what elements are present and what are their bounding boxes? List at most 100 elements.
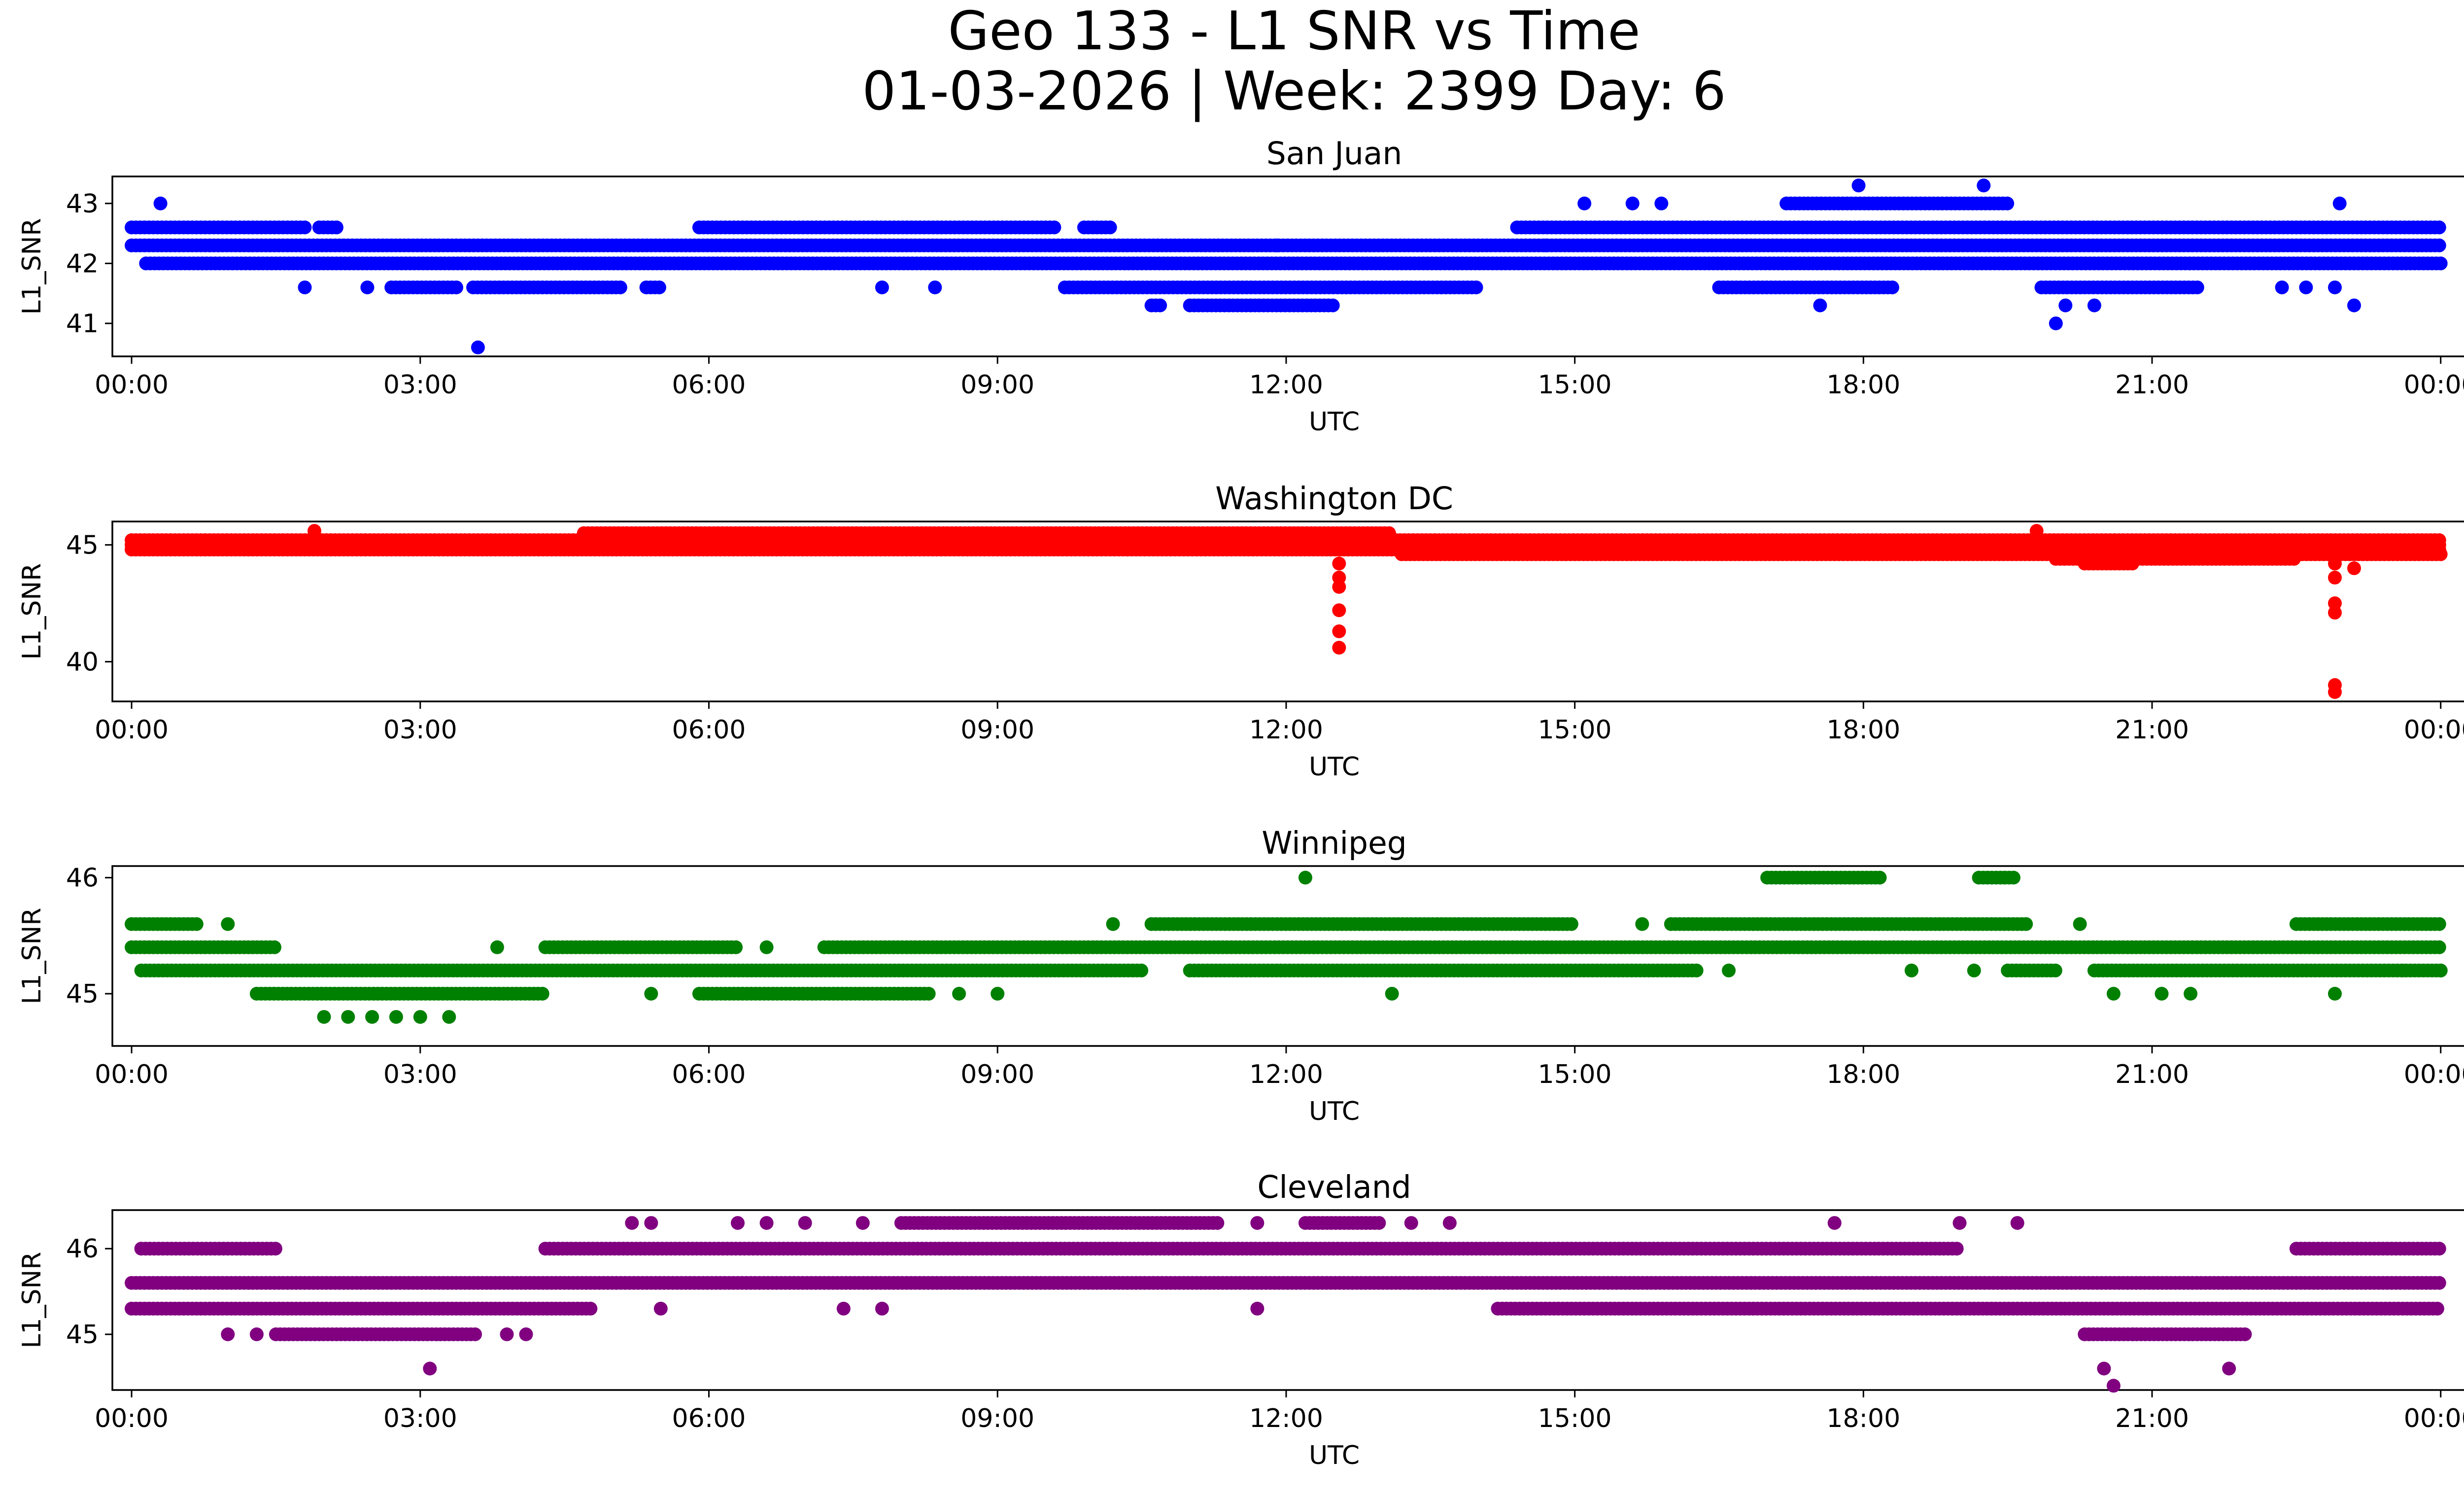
chart-0-point bbox=[1977, 178, 1991, 193]
chart-0-point bbox=[1885, 280, 1899, 295]
chart-2-point bbox=[189, 917, 204, 931]
chart-0-x-tick-label: 21:00 bbox=[2115, 370, 2189, 400]
chart-1-x-tick-label: 15:00 bbox=[1538, 715, 1612, 745]
chart-2-point bbox=[268, 940, 281, 954]
chart-0-y-tick-label: 43 bbox=[66, 189, 99, 219]
chart-1-y-label: L1_SNR bbox=[17, 563, 47, 660]
panel-washington-dc: Washington DC 00:00 03:00 06:00 09:00 12:00 15… bbox=[17, 481, 2464, 782]
chart-0-y-tick-label: 42 bbox=[66, 249, 99, 278]
chart-1-point bbox=[2328, 556, 2342, 571]
figure-title-line-2: 01-03-2026 | Week: 2399 Day: 6 bbox=[862, 61, 1726, 122]
chart-1-point bbox=[1332, 641, 1346, 655]
chart-0-x-tick-label: 15:00 bbox=[1538, 370, 1612, 400]
chart-1-point bbox=[1332, 603, 1346, 618]
chart-0-point bbox=[2087, 298, 2101, 313]
chart-1-x-tick-label: 03:00 bbox=[383, 715, 457, 745]
chart-0-point bbox=[2328, 280, 2342, 295]
chart-1-y-tick-label: 40 bbox=[66, 647, 99, 677]
chart-1-point bbox=[2125, 556, 2139, 571]
chart-0-point bbox=[1813, 298, 1827, 313]
chart-0-x-tick-label: 12:00 bbox=[1249, 370, 1323, 400]
chart-0-x-tick-label: 00:00 bbox=[2404, 370, 2464, 400]
chart-0-point bbox=[652, 280, 666, 295]
chart-0-point bbox=[329, 220, 343, 235]
chart-0-point bbox=[875, 280, 889, 295]
chart-0-points bbox=[125, 178, 2448, 354]
chart-1-x-tick-label: 09:00 bbox=[960, 715, 1034, 745]
chart-2-point bbox=[2432, 917, 2446, 931]
chart-0-point bbox=[2332, 196, 2347, 210]
chart-1-title: Washington DC bbox=[1215, 481, 1453, 517]
chart-0-point bbox=[1625, 196, 1640, 210]
chart-2-point bbox=[2048, 963, 2062, 977]
chart-0-y-label: L1_SNR bbox=[17, 218, 47, 314]
chart-0-point bbox=[2347, 298, 2361, 313]
chart-1-x-tick-label: 06:00 bbox=[672, 715, 746, 745]
chart-0-point bbox=[449, 280, 463, 295]
chart-0-point bbox=[928, 280, 942, 295]
chart-0-point bbox=[1577, 196, 1592, 210]
chart-0-point bbox=[2275, 280, 2289, 295]
chart-0-point bbox=[2432, 238, 2446, 252]
chart-1-point bbox=[1332, 580, 1346, 594]
chart-2-axes-frame bbox=[111, 865, 2464, 1047]
chart-0-point bbox=[2000, 196, 2015, 210]
chart-0-y-tick-label: 41 bbox=[66, 309, 99, 339]
chart-0-point bbox=[613, 280, 627, 295]
chart-0-point bbox=[1851, 178, 1866, 193]
chart-2-point bbox=[2019, 917, 2033, 931]
chart-0-point bbox=[360, 280, 375, 295]
chart-1-point bbox=[2287, 552, 2301, 566]
chart-0-point bbox=[298, 220, 312, 235]
chart-1-point bbox=[308, 524, 321, 538]
chart-0-point bbox=[1326, 298, 1340, 313]
chart-0-point bbox=[2299, 280, 2313, 295]
chart-0-point bbox=[2433, 256, 2448, 271]
chart-1-point bbox=[2347, 561, 2361, 575]
chart-0-x-label: UTC bbox=[1309, 407, 1360, 437]
chart-0-point bbox=[2190, 280, 2204, 295]
chart-0-x-tick-label: 09:00 bbox=[960, 370, 1034, 400]
chart-0-point bbox=[298, 280, 312, 295]
chart-0-x-tick-label: 18:00 bbox=[1826, 370, 1900, 400]
chart-0-title: San Juan bbox=[1266, 136, 1403, 172]
chart-0-x-tick-label: 06:00 bbox=[672, 370, 746, 400]
chart-0-x-tick-label: 00:00 bbox=[95, 370, 169, 400]
chart-0-point bbox=[153, 196, 168, 210]
chart-0-point bbox=[1654, 196, 1669, 210]
chart-1-point bbox=[2433, 547, 2448, 561]
chart-0-point bbox=[1469, 280, 1483, 295]
chart-1-point bbox=[1332, 556, 1346, 571]
chart-2-point bbox=[1564, 917, 1578, 931]
chart-1-point bbox=[1332, 624, 1346, 638]
chart-1-point bbox=[2328, 570, 2342, 585]
chart-0-point bbox=[2049, 316, 2063, 331]
chart-1-point bbox=[2029, 524, 2044, 538]
chart-1-point bbox=[2328, 685, 2342, 699]
chart-1-x-tick-label: 00:00 bbox=[2404, 715, 2464, 745]
chart-0-point bbox=[2058, 298, 2073, 313]
chart-2-point bbox=[729, 940, 743, 954]
chart-0-point bbox=[1103, 220, 1117, 235]
chart-1-x-tick-label: 18:00 bbox=[1826, 715, 1900, 745]
chart-2-point bbox=[1134, 963, 1149, 977]
chart-1-x-label: UTC bbox=[1309, 752, 1360, 782]
chart-0-point bbox=[1047, 220, 1061, 235]
chart-0-point bbox=[2432, 220, 2446, 235]
chart-1-x-tick-label: 12:00 bbox=[1249, 715, 1323, 745]
chart-0-point bbox=[1153, 298, 1167, 313]
chart-0-point bbox=[471, 340, 485, 354]
chart-2-point bbox=[1689, 963, 1704, 977]
figure-title-line-1: Geo 133 - L1 SNR vs Time bbox=[948, 0, 1640, 62]
chart-0-x-tick-label: 03:00 bbox=[383, 370, 457, 400]
chart-1-y-tick-label: 45 bbox=[66, 530, 99, 560]
chart-1-x-tick-label: 21:00 bbox=[2115, 715, 2189, 745]
chart-2-point bbox=[2432, 940, 2446, 954]
chart-0-point bbox=[1269, 238, 1284, 252]
chart-1-x-tick-label: 00:00 bbox=[95, 715, 169, 745]
chart-1-point bbox=[2328, 605, 2342, 620]
chart-0-point bbox=[1539, 238, 1553, 252]
panel-san-juan: San Juan 00:00 03:00 06:00 09:00 12:00 15:00 18… bbox=[17, 136, 2464, 437]
